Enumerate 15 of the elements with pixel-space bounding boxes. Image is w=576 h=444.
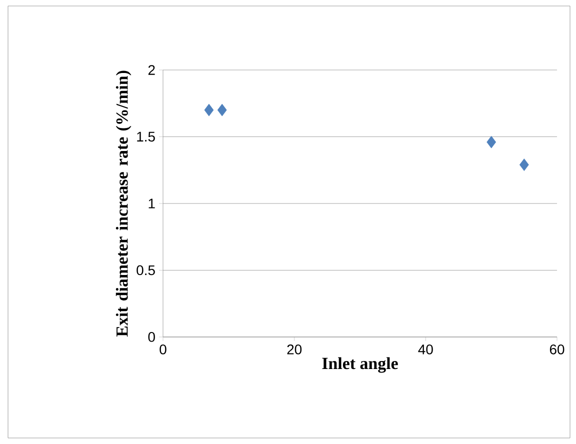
y-tick-label: 1.5 — [137, 132, 155, 142]
y-tick-label: 0 — [148, 332, 155, 342]
y-tick-label: 2 — [148, 65, 155, 75]
point — [217, 104, 227, 116]
y-axis-title: Exit diameter increase rate (%/min) — [116, 70, 132, 337]
x-tick-label: 20 — [287, 344, 302, 354]
point — [204, 104, 214, 116]
x-tick-label: 0 — [160, 344, 166, 354]
y-tick-label: 0.5 — [136, 265, 155, 276]
x-tick-label: 40 — [418, 344, 433, 354]
y-tick-label: 1 — [148, 198, 155, 208]
point — [486, 136, 496, 148]
point — [519, 158, 529, 171]
x-tick-label: 60 — [550, 344, 564, 354]
x-axis-title: Inlet angle — [322, 357, 398, 373]
